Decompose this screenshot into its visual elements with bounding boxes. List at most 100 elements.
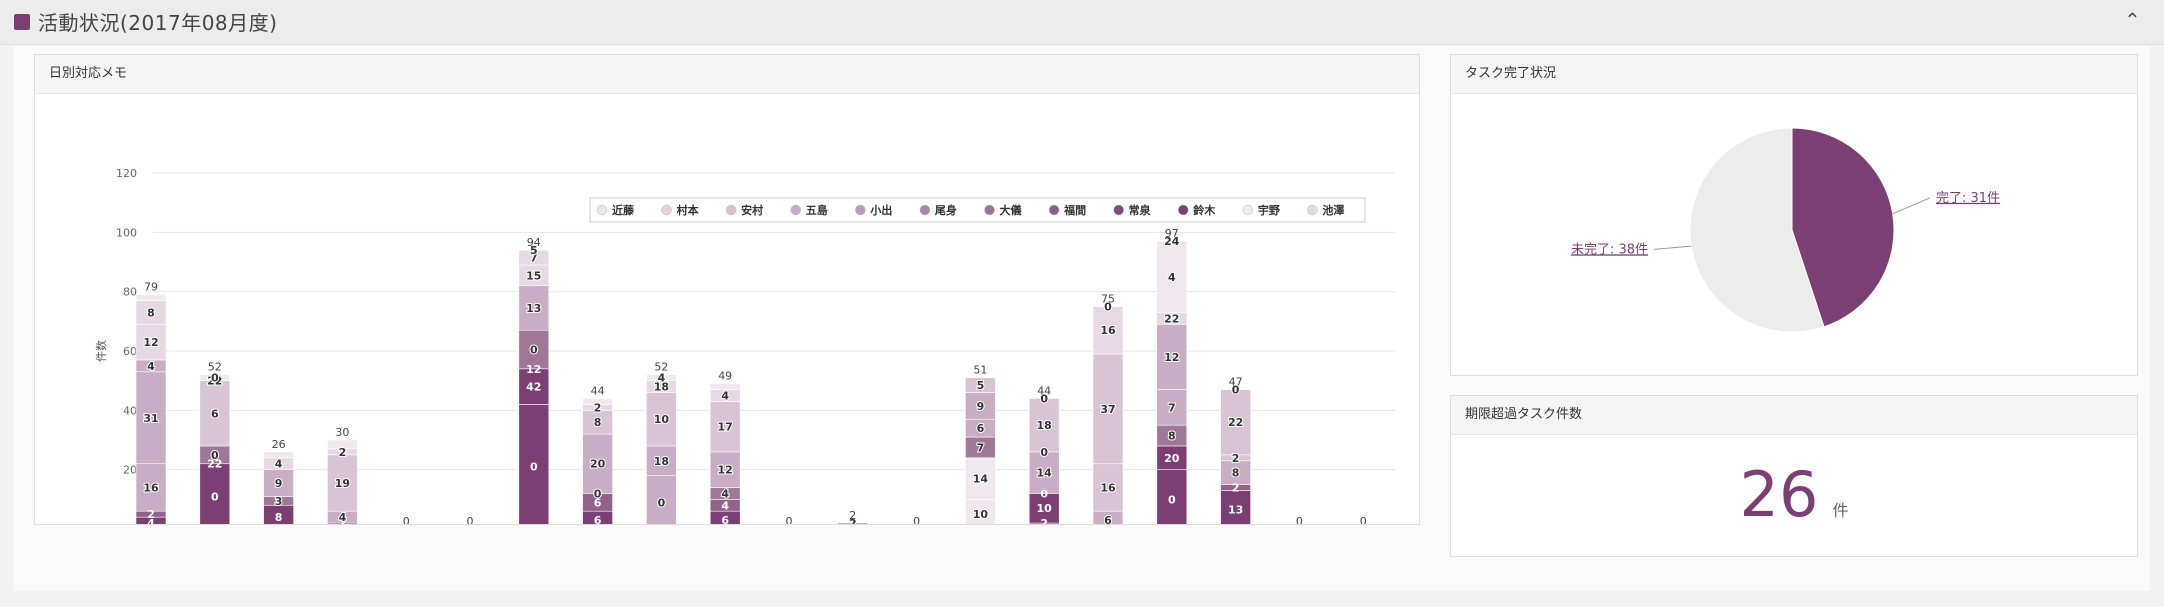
bar-data-label: 20 — [590, 458, 606, 471]
bar-segment[interactable] — [518, 249, 550, 266]
bar-segment[interactable] — [199, 380, 231, 447]
legend-marker[interactable] — [1048, 204, 1060, 216]
bar-data-label: 12 — [526, 363, 541, 376]
bar-segment[interactable] — [518, 285, 550, 331]
legend-marker[interactable] — [1113, 204, 1124, 216]
bar-total-label: 47 — [1229, 376, 1243, 389]
bar-segment[interactable] — [965, 392, 996, 420]
legend-marker[interactable] — [984, 204, 995, 216]
bar-segment[interactable] — [646, 445, 677, 476]
bar-segment[interactable] — [263, 451, 294, 459]
bar-data-label: 6 — [211, 407, 219, 420]
bar-segment[interactable] — [327, 439, 358, 450]
pie-slice[interactable] — [1791, 127, 1895, 328]
bar-segment[interactable] — [1092, 463, 1124, 512]
bar-data-label: 18 — [1037, 419, 1052, 432]
legend-marker[interactable] — [855, 204, 866, 216]
bar-segment[interactable] — [518, 368, 550, 405]
bar-data-label: 20 — [1164, 452, 1180, 465]
legend-label[interactable]: 大儀 — [1000, 203, 1022, 217]
bar-data-label: 5 — [530, 244, 538, 257]
legend-label[interactable]: 福間 — [1063, 203, 1086, 217]
bar-segment[interactable] — [1028, 451, 1060, 494]
bar-segment[interactable] — [1028, 398, 1060, 453]
bar-segment[interactable] — [965, 499, 996, 524]
bar-data-label: 4 — [339, 511, 347, 524]
legend-marker[interactable] — [1242, 204, 1254, 216]
task-status-panel-title: タスク完了状況 — [1451, 55, 2137, 94]
bar-data-label: 2 — [339, 446, 347, 459]
bar-segment[interactable] — [135, 324, 167, 361]
bar-data-label: 16 — [1100, 324, 1116, 337]
legend-label[interactable]: 五島 — [806, 203, 828, 217]
legend-label[interactable]: 池澤 — [1322, 203, 1344, 217]
bar-data-label: 15 — [526, 269, 541, 282]
bar-segment[interactable] — [263, 469, 294, 497]
legend-marker[interactable] — [596, 204, 608, 216]
legend-label[interactable]: 近藤 — [612, 203, 635, 217]
legend-label[interactable]: 尾身 — [934, 203, 957, 217]
bar-segment[interactable] — [135, 463, 167, 512]
bar-data-label: 6 — [594, 514, 602, 524]
bar-segment[interactable] — [518, 404, 550, 524]
legend-marker[interactable] — [919, 204, 931, 216]
legend-label[interactable]: 安村 — [741, 203, 763, 217]
bar-data-label: 31 — [143, 412, 158, 425]
bar-data-label: 10 — [973, 508, 989, 521]
legend-marker[interactable] — [790, 204, 801, 216]
bar-segment[interactable] — [1156, 469, 1188, 524]
legend-marker[interactable] — [1307, 204, 1318, 216]
bar-data-label: 13 — [526, 302, 541, 315]
legend-marker[interactable] — [1178, 204, 1189, 216]
section-marker-icon — [14, 14, 30, 30]
bar-segment[interactable] — [582, 433, 613, 494]
bar-segment[interactable] — [709, 451, 741, 488]
bar-data-label: 7 — [530, 252, 538, 265]
legend-marker[interactable] — [661, 204, 672, 216]
bar-segment[interactable] — [135, 294, 167, 301]
bar-data-label: 4 — [721, 390, 729, 403]
bar-data-label: 6 — [721, 514, 729, 524]
bar-segment[interactable] — [1156, 389, 1188, 426]
y-tick-label: 120 — [116, 167, 137, 180]
bar-total-label: 2 — [849, 509, 856, 522]
bar-segment[interactable] — [646, 374, 677, 381]
task-status-panel: タスク完了状況 完了: 31件未完了: 38件 — [1450, 54, 2138, 376]
legend-label[interactable]: 村本 — [677, 203, 699, 217]
bar-segment[interactable] — [199, 374, 231, 381]
bar-data-label: 0 — [1168, 493, 1176, 506]
bar-data-label: 8 — [594, 416, 602, 429]
legend-label[interactable]: 小出 — [869, 203, 892, 217]
bar-segment[interactable] — [135, 371, 167, 465]
legend-marker[interactable] — [725, 204, 737, 216]
bar-segment[interactable] — [199, 463, 231, 524]
bar-segment[interactable] — [1028, 493, 1060, 524]
bar-data-label: 22 — [1228, 416, 1243, 429]
y-tick-label: 60 — [123, 345, 137, 358]
bar-segment[interactable] — [1092, 353, 1124, 465]
bar-total-label: 0 — [786, 515, 793, 524]
bar-data-label: 9 — [977, 400, 985, 413]
bar-segment[interactable] — [327, 454, 358, 512]
bar-segment[interactable] — [1220, 389, 1251, 456]
bar-data-label: 7 — [977, 441, 985, 454]
legend-label[interactable]: 宇野 — [1258, 203, 1280, 217]
bar-total-label: 26 — [272, 438, 286, 451]
bar-segment[interactable] — [1092, 306, 1124, 355]
bar-data-label: 37 — [1100, 403, 1115, 416]
bar-segment[interactable] — [965, 377, 996, 393]
bar-segment[interactable] — [709, 383, 741, 390]
bar-data-label: 6 — [594, 496, 602, 509]
pie-slice-label[interactable]: 未完了: 38件 — [1571, 242, 1648, 257]
bar-segment[interactable] — [646, 475, 677, 524]
bar-segment[interactable] — [837, 522, 869, 524]
bar-segment[interactable] — [646, 392, 677, 447]
bar-segment[interactable] — [1156, 240, 1188, 313]
chevron-up-icon[interactable]: ⌃ — [2124, 8, 2141, 32]
legend-label[interactable]: 鈴木 — [1193, 203, 1216, 217]
legend-label[interactable]: 常泉 — [1129, 203, 1152, 217]
bar-segment[interactable] — [582, 398, 613, 405]
page-title: 活動状況(2017年08月度) — [38, 11, 278, 35]
bar-segment[interactable] — [1220, 490, 1251, 524]
pie-slice-label[interactable]: 完了: 31件 — [1936, 191, 2000, 206]
